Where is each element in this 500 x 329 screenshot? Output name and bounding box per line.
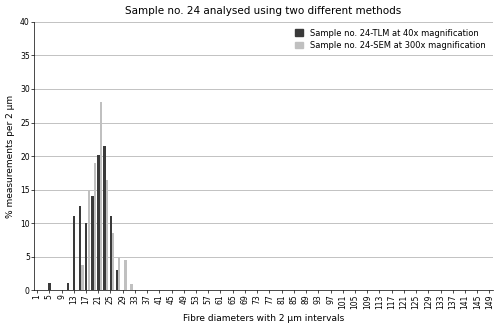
Bar — [79, 206, 82, 290]
X-axis label: Fibre diameters with 2 μm intervals: Fibre diameters with 2 μm intervals — [182, 315, 344, 323]
Legend: Sample no. 24-TLM at 40x magnification, Sample no. 24-SEM at 300x magnification: Sample no. 24-TLM at 40x magnification, … — [292, 26, 488, 52]
Bar — [85, 223, 87, 290]
Bar — [104, 146, 106, 290]
Bar — [110, 216, 112, 290]
Title: Sample no. 24 analysed using two different methods: Sample no. 24 analysed using two differe… — [125, 6, 402, 15]
Bar — [94, 163, 96, 290]
Bar — [116, 270, 118, 290]
Y-axis label: % measurements per 2 μm: % measurements per 2 μm — [6, 94, 15, 217]
Bar — [91, 196, 94, 290]
Bar — [112, 233, 114, 290]
Bar — [82, 265, 84, 290]
Bar — [124, 260, 126, 290]
Bar — [118, 257, 120, 290]
Bar — [73, 216, 75, 290]
Bar — [88, 190, 90, 290]
Bar — [48, 283, 51, 290]
Bar — [67, 283, 69, 290]
Bar — [98, 155, 100, 290]
Bar — [130, 284, 132, 290]
Bar — [106, 180, 108, 290]
Bar — [100, 102, 102, 290]
